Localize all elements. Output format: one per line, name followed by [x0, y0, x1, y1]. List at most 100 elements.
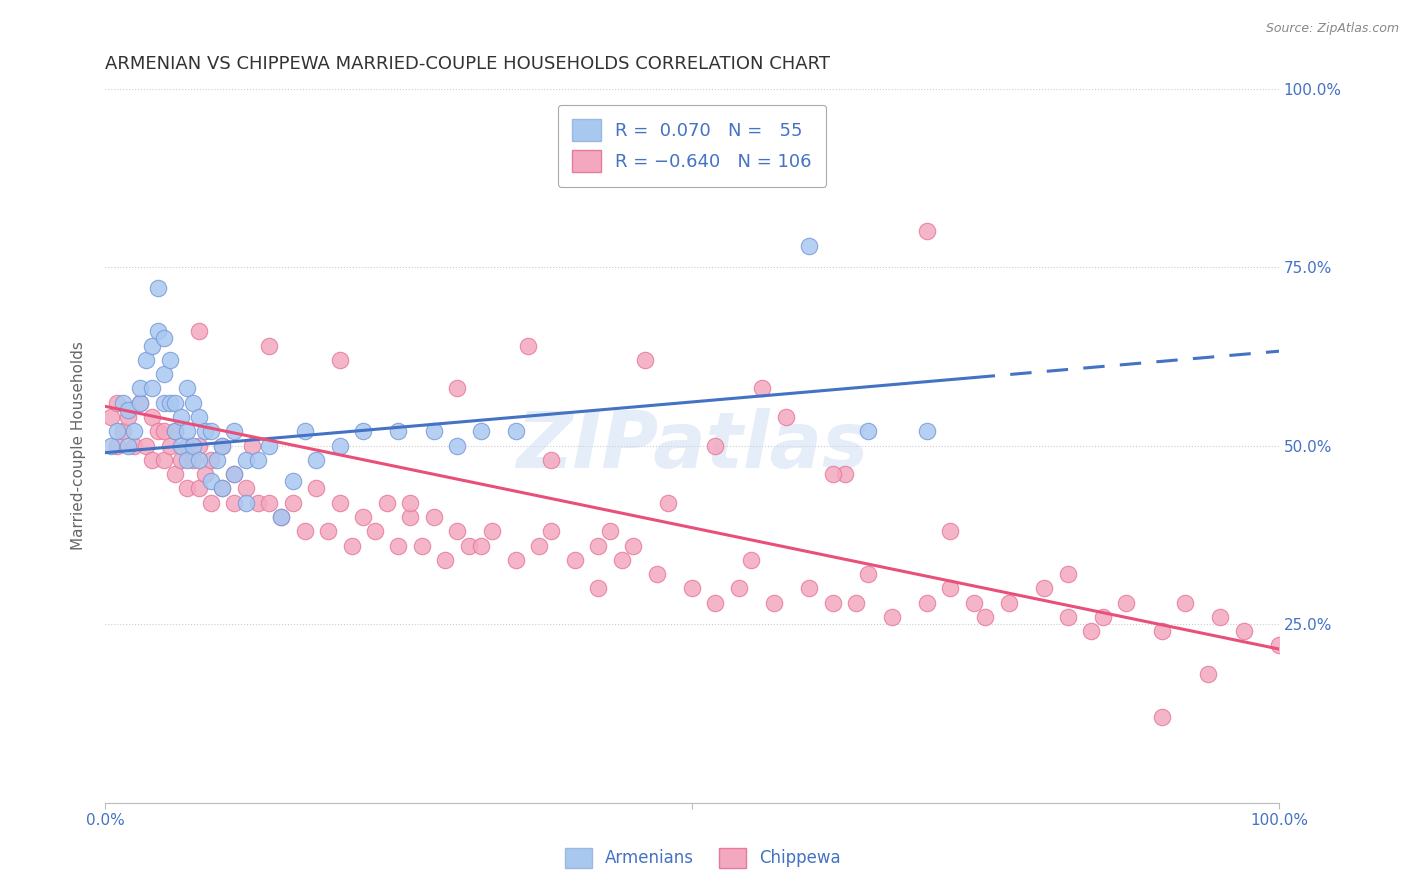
Point — [704, 438, 727, 452]
Point — [1268, 639, 1291, 653]
Point — [165, 424, 187, 438]
Point — [1115, 596, 1137, 610]
Point — [152, 367, 174, 381]
Point — [751, 381, 773, 395]
Point — [187, 324, 209, 338]
Point — [111, 395, 134, 409]
Point — [821, 596, 844, 610]
Point — [845, 596, 868, 610]
Point — [446, 381, 468, 395]
Point — [352, 424, 374, 438]
Point — [529, 539, 551, 553]
Point — [281, 475, 304, 489]
Point — [176, 424, 198, 438]
Point — [117, 402, 139, 417]
Point — [211, 438, 233, 452]
Point — [974, 610, 997, 624]
Point — [915, 224, 938, 238]
Point — [411, 539, 433, 553]
Point — [1091, 610, 1114, 624]
Point — [305, 453, 328, 467]
Point — [939, 524, 962, 539]
Point — [152, 331, 174, 345]
Point — [915, 596, 938, 610]
Point — [124, 438, 146, 452]
Point — [170, 438, 193, 452]
Point — [586, 539, 609, 553]
Point — [211, 482, 233, 496]
Point — [152, 453, 174, 467]
Point — [1056, 610, 1078, 624]
Point — [1233, 624, 1256, 639]
Point — [387, 539, 409, 553]
Text: ZIPatlas: ZIPatlas — [516, 408, 868, 483]
Point — [170, 453, 193, 467]
Point — [235, 453, 257, 467]
Point — [1174, 596, 1197, 610]
Point — [352, 510, 374, 524]
Point — [1150, 710, 1173, 724]
Point — [135, 352, 157, 367]
Point — [187, 482, 209, 496]
Point — [505, 553, 527, 567]
Legend: R =  0.070   N =   55, R = −0.640   N = 106: R = 0.070 N = 55, R = −0.640 N = 106 — [558, 104, 827, 186]
Point — [129, 381, 152, 395]
Point — [194, 424, 217, 438]
Point — [100, 409, 122, 424]
Point — [205, 453, 228, 467]
Point — [235, 482, 257, 496]
Point — [281, 496, 304, 510]
Point — [170, 409, 193, 424]
Point — [880, 610, 903, 624]
Point — [294, 424, 316, 438]
Point — [152, 395, 174, 409]
Point — [176, 381, 198, 395]
Point — [246, 453, 269, 467]
Point — [224, 467, 246, 482]
Point — [141, 381, 163, 395]
Point — [329, 352, 352, 367]
Point — [187, 438, 209, 452]
Point — [176, 453, 198, 467]
Point — [446, 438, 468, 452]
Point — [340, 539, 363, 553]
Point — [224, 424, 246, 438]
Point — [728, 582, 751, 596]
Point — [422, 424, 444, 438]
Point — [159, 438, 181, 452]
Text: ARMENIAN VS CHIPPEWA MARRIED-COUPLE HOUSEHOLDS CORRELATION CHART: ARMENIAN VS CHIPPEWA MARRIED-COUPLE HOUS… — [105, 55, 830, 73]
Point — [540, 453, 562, 467]
Point — [834, 467, 856, 482]
Point — [458, 539, 481, 553]
Point — [165, 467, 187, 482]
Point — [146, 324, 169, 338]
Point — [763, 596, 786, 610]
Point — [422, 510, 444, 524]
Point — [259, 438, 281, 452]
Point — [211, 482, 233, 496]
Point — [645, 567, 668, 582]
Point — [1056, 567, 1078, 582]
Point — [681, 582, 703, 596]
Point — [387, 424, 409, 438]
Point — [129, 395, 152, 409]
Point — [399, 510, 422, 524]
Point — [316, 524, 339, 539]
Point — [211, 438, 233, 452]
Point — [117, 409, 139, 424]
Point — [165, 424, 187, 438]
Point — [740, 553, 762, 567]
Point — [176, 438, 198, 452]
Point — [165, 395, 187, 409]
Point — [240, 438, 263, 452]
Point — [470, 539, 492, 553]
Point — [200, 496, 222, 510]
Point — [246, 496, 269, 510]
Point — [105, 424, 128, 438]
Point — [621, 539, 644, 553]
Point — [399, 496, 422, 510]
Point — [799, 238, 821, 252]
Point — [1150, 624, 1173, 639]
Point — [329, 496, 352, 510]
Point — [516, 338, 538, 352]
